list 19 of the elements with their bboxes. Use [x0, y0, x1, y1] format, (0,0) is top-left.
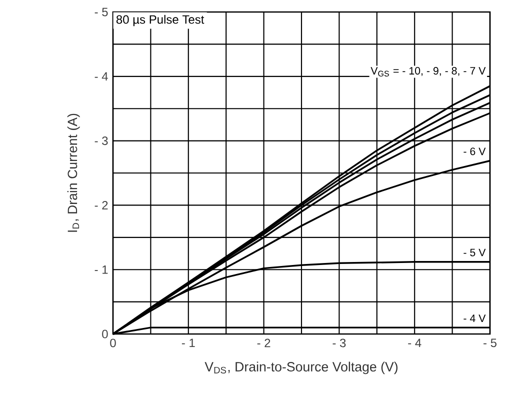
x-axis-title: V$_{DS}$, Drain-to-Source Voltage (V): [204, 362, 398, 374]
x-tick-label: - 1: [182, 338, 195, 347]
legend-label: - 6 V: [464, 148, 486, 156]
annotation: V$_{GS}$ = - 10, - 9, - 8, - 7 V: [370, 67, 486, 76]
y-tick-label: - 2: [94, 201, 108, 210]
x-tick-label: - 5: [484, 338, 496, 348]
y-tick-label: 0: [102, 330, 108, 338]
y-tick-label: - 4: [94, 72, 108, 81]
series-label: - 4 V: [464, 314, 486, 322]
annotation: 80 µs Pulse Test: [116, 14, 204, 26]
y-tick-label: - 1: [94, 265, 108, 274]
x-tick-label: 0: [110, 338, 116, 348]
x-tick-label: - 2: [257, 338, 270, 348]
x-tick-label: - 4: [408, 338, 422, 347]
y-axis-title: I$_{D}$, Drain Current (A): [67, 114, 80, 232]
x-tick-label: - 3: [332, 338, 346, 348]
legend-label: - 5 V: [464, 248, 486, 256]
y-tick-label: - 5: [94, 8, 108, 16]
y-tick-label: - 3: [94, 136, 108, 146]
